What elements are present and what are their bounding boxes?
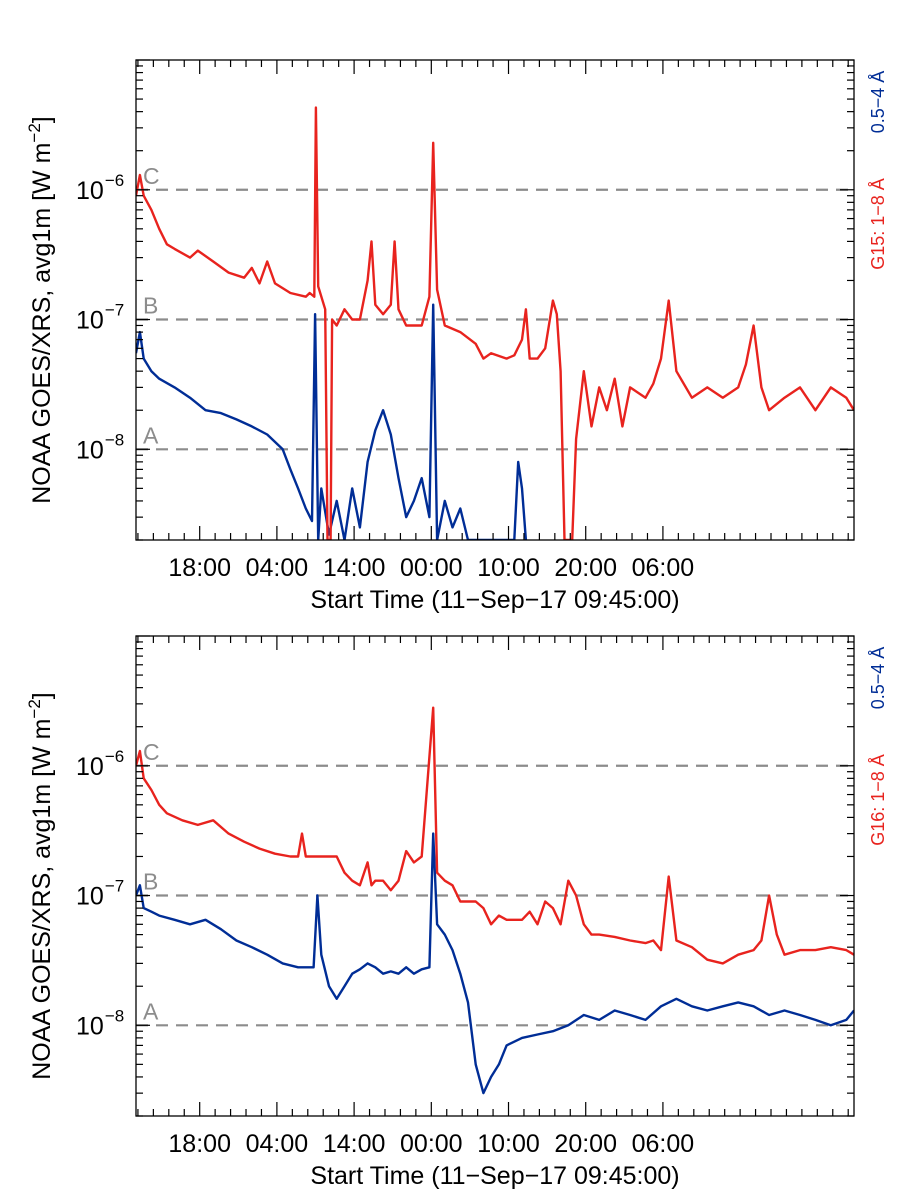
plot-frame [135, 635, 855, 1117]
level-label-a: A [143, 998, 159, 1024]
y-tick-label: 10−8 [76, 1006, 124, 1040]
y-tick-label: 10−6 [76, 747, 124, 781]
level-label-a: A [143, 422, 159, 448]
level-label-c: C [143, 163, 160, 189]
x-tick-label: 10:00 [477, 554, 540, 582]
x-axis-title: Start Time (11−Sep−17 09:45:00) [310, 1162, 679, 1190]
x-tick-label: 20:00 [554, 554, 617, 582]
x-tick-label: 18:00 [168, 554, 231, 582]
x-tick-label: 20:00 [554, 1130, 617, 1158]
x-tick-label: 10:00 [477, 1130, 540, 1158]
level-label-b: B [143, 293, 158, 319]
level-label-b: B [143, 869, 158, 895]
x-tick-label: 06:00 [632, 554, 695, 582]
chart-panel-top: C B A 10−6 10−7 10−8 18:00 04:00 14:00 00:00 10:00… [25, 59, 888, 614]
series-line-short [136, 303, 528, 540]
y-tick-label: 10−6 [76, 171, 124, 205]
y-axis-title: NOAA GOES/XRS, avg1m [W m−2] [25, 692, 56, 1080]
channel-label-long: G16: 1−8 Å [868, 754, 888, 846]
channel-label-long: G15: 1−8 Å [868, 178, 888, 270]
y-tick-label: 10−7 [76, 877, 124, 911]
chart-panel-bottom: C B A 10−6 10−7 10−8 18:00 04:00 14:00 00:00 10:00… [25, 635, 888, 1190]
y-tick-label: 10−7 [76, 301, 124, 335]
series-line-long [136, 706, 854, 965]
y-axis-title: NOAA GOES/XRS, avg1m [W m−2] [25, 116, 56, 504]
x-tick-label: 18:00 [168, 1130, 231, 1158]
x-tick-label: 14:00 [323, 1130, 386, 1158]
y-tick-label: 10−8 [76, 430, 124, 464]
x-tick-label: 00:00 [400, 554, 463, 582]
x-tick-label: 14:00 [323, 554, 386, 582]
x-tick-label: 04:00 [246, 554, 309, 582]
x-tick-label: 04:00 [246, 1130, 309, 1158]
level-label-c: C [143, 739, 160, 765]
series-line-long [136, 106, 854, 540]
channel-label-short: 0.5−4 Å [868, 647, 888, 710]
x-tick-label: 00:00 [400, 1130, 463, 1158]
x-axis-title: Start Time (11−Sep−17 09:45:00) [310, 586, 679, 614]
channel-label-short: 0.5−4 Å [868, 71, 888, 134]
series-line-short [136, 832, 854, 1095]
plot-frame [135, 59, 855, 541]
x-tick-label: 06:00 [632, 1130, 695, 1158]
